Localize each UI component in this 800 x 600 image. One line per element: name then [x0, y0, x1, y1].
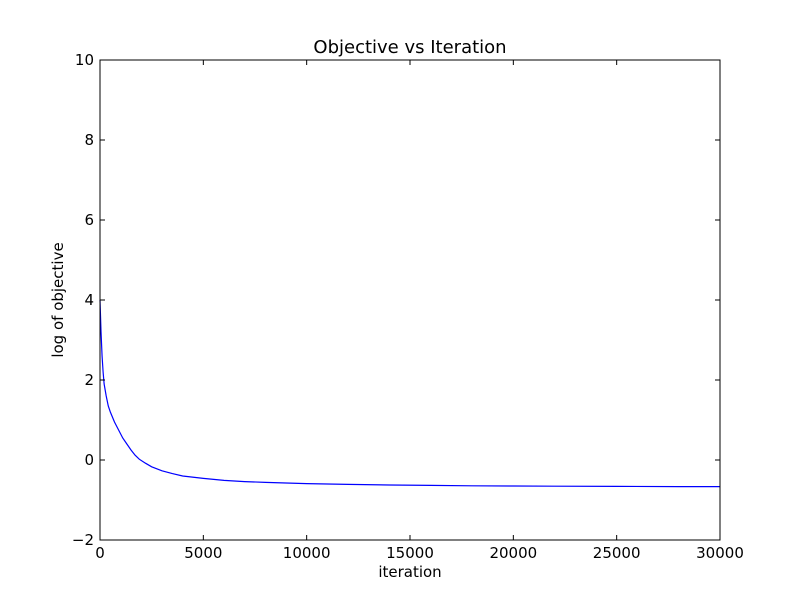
x-tick-label: 20000: [489, 544, 537, 562]
y-tick-label: 2: [84, 371, 94, 389]
y-tick-label: 10: [75, 51, 94, 69]
x-axis-label: iteration: [378, 563, 441, 581]
x-tick-label: 5000: [184, 544, 222, 562]
y-axis-label: log of objective: [49, 242, 67, 357]
x-tick-label: 30000: [696, 544, 744, 562]
y-axis: −2 0 2 4 6 8 10: [72, 51, 720, 549]
x-tick-label: 15000: [386, 544, 434, 562]
chart-title: Objective vs Iteration: [313, 37, 506, 58]
x-axis: 0 5000 10000 15000 20000 25000 30000: [95, 60, 744, 562]
y-tick-label: −2: [72, 531, 94, 549]
series-line-0: [99, 299, 720, 488]
x-tick-label: 25000: [593, 544, 641, 562]
y-tick-label: 6: [84, 211, 94, 229]
plot-area: [99, 299, 720, 488]
x-tick-label: 0: [95, 544, 105, 562]
y-tick-label: 4: [84, 291, 94, 309]
plot-frame: [99, 59, 721, 541]
x-tick-label: 10000: [283, 544, 331, 562]
y-tick-label: 0: [84, 451, 94, 469]
y-tick-label: 8: [84, 131, 94, 149]
